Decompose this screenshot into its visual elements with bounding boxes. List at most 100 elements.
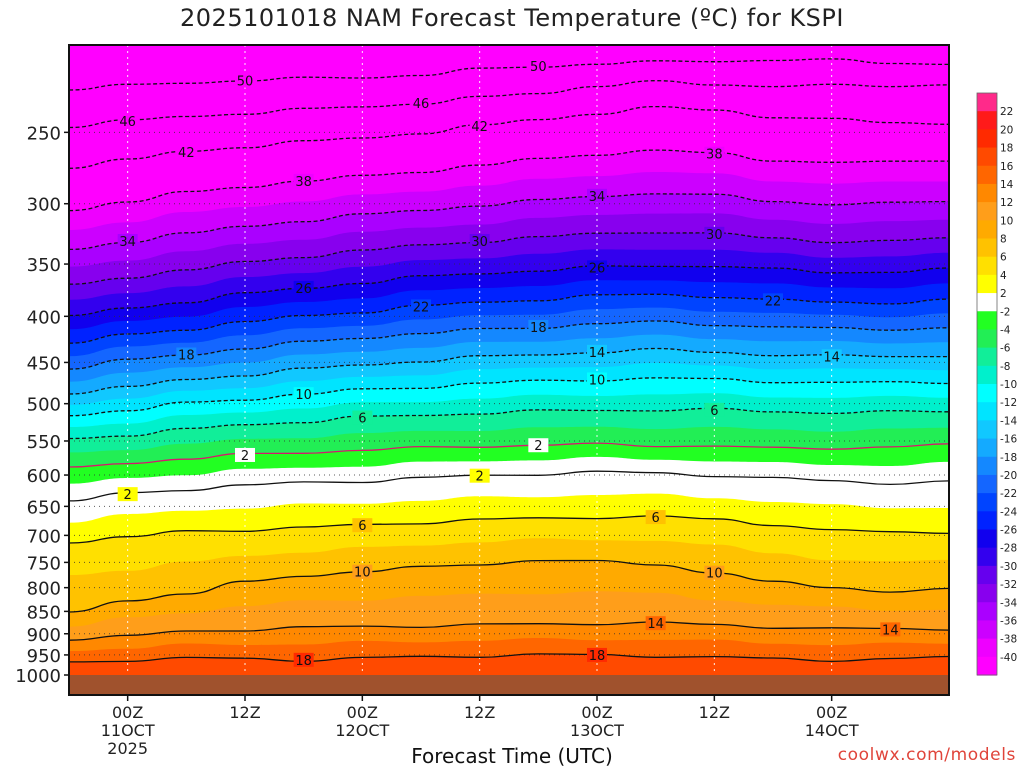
contour-label: 2 (241, 449, 249, 464)
colorbar-label: -6 (1000, 343, 1011, 355)
colorbar-label: 2 (1000, 288, 1007, 300)
contour-label: 10 (589, 373, 606, 388)
isotherm--10 (69, 377, 949, 417)
contour-label: 50 (530, 60, 547, 75)
colorbar-swatch (977, 547, 997, 567)
colorbar-swatch (977, 238, 997, 258)
contour-label: 6 (652, 511, 660, 526)
colorbar-swatch (977, 602, 997, 622)
contour-label-bg (117, 487, 138, 502)
contour-label-bg (352, 518, 373, 533)
contour-label-bg (880, 622, 901, 637)
contour-label: 2 (476, 470, 484, 485)
contour-label-bg (293, 173, 314, 188)
contour-label-bg (528, 58, 549, 73)
contour-label: 26 (589, 261, 606, 276)
colorbar-swatch (977, 620, 997, 640)
colorbar-swatch (977, 456, 997, 476)
contour-label-bg (469, 234, 490, 249)
colorbar-swatch (977, 384, 997, 403)
colorbar-label: -36 (1000, 615, 1017, 627)
colorbar-label: 14 (1000, 179, 1014, 191)
colorbar-label: -14 (1000, 415, 1017, 427)
contour-label-bg (235, 447, 255, 462)
colorbar-swatch (977, 329, 997, 349)
contour-label-bg (293, 280, 314, 295)
isotherm--22 (69, 293, 949, 344)
colorbar-swatch (977, 493, 997, 512)
x-tick-label: 00Z (112, 703, 143, 722)
surface-ground (69, 675, 949, 695)
isotherm-18 (69, 653, 949, 663)
isotherm--30 (69, 232, 949, 285)
colorbar-label: 10 (1000, 215, 1013, 227)
contour-label: 34 (589, 190, 606, 205)
colorbar-swatch (977, 129, 997, 149)
contour-label: 46 (413, 97, 430, 112)
isotherm--2 (69, 442, 949, 468)
colorbar-label: -40 (1000, 652, 1017, 664)
contour-label: 42 (178, 146, 195, 161)
colorbar-swatch (977, 565, 997, 585)
contour-label-bg (411, 299, 431, 314)
colorbar-swatch (977, 93, 997, 112)
contour-label-bg (176, 145, 197, 160)
isotherm--42 (69, 105, 949, 169)
contour-label-bg (528, 438, 549, 453)
colorbar-swatch (977, 220, 997, 240)
contour-label: 18 (295, 654, 312, 669)
isotherm-contours (69, 58, 949, 663)
contour-label: 42 (471, 120, 488, 135)
colorbar-label: 18 (1000, 143, 1013, 155)
isotherm--6 (69, 407, 949, 440)
isotherm--26 (69, 265, 949, 317)
contour-label: 6 (710, 404, 718, 419)
y-tick-label: 500 (27, 395, 61, 416)
colorbar-label: -30 (1000, 561, 1017, 573)
contour-label-bg (411, 96, 431, 111)
contour-label: 6 (358, 519, 366, 534)
contour-label: 30 (706, 228, 723, 243)
contour-label: 26 (295, 282, 312, 297)
colorbar-swatch (977, 256, 997, 276)
isotherm--38 (69, 149, 949, 212)
isotherm--18 (69, 320, 949, 370)
contour-label: 10 (354, 566, 371, 581)
y-tick-label: 450 (27, 353, 61, 374)
y-axis: 2503003504004505005506006507007508008509… (15, 123, 69, 687)
contour-label-bg (528, 319, 549, 334)
contour-label-bg (704, 146, 725, 161)
contour-label-bg (176, 347, 197, 362)
isotherm--34 (69, 193, 949, 251)
y-tick-label: 850 (27, 602, 61, 623)
colorbar-label: -12 (1000, 397, 1017, 409)
colorbar-swatch (977, 529, 997, 549)
y-tick-label: 950 (27, 646, 61, 667)
x-tick-label: 2025 (107, 739, 148, 758)
colorbar-swatch (977, 183, 997, 203)
contour-label: 14 (647, 617, 664, 632)
isotherm-14 (69, 621, 949, 641)
contour-label-bg (293, 652, 314, 667)
y-tick-label: 1000 (15, 666, 61, 687)
contour-label-bg (587, 647, 607, 662)
contour-label-bg (821, 349, 842, 364)
isotherm-10 (69, 559, 949, 613)
contour-label-bg (704, 565, 725, 580)
x-tick-label: 00Z (581, 703, 612, 722)
colorbar-label: 20 (1000, 124, 1013, 136)
source-credit: coolwx.com/models (837, 745, 1016, 765)
colorbar-label: 12 (1000, 197, 1013, 209)
contour-label-bg (704, 226, 725, 241)
colorbar-swatch (977, 511, 997, 531)
colorbar-label: 8 (1000, 234, 1007, 246)
x-tick-label: 11OCT (101, 721, 155, 740)
colorbar-swatch (977, 365, 997, 385)
contour-label-bg (352, 564, 373, 579)
colorbar-swatch (977, 420, 997, 440)
x-tick-label: 12Z (464, 703, 495, 722)
x-tick-label: 13OCT (570, 721, 624, 740)
chart-title: 2025101018 NAM Forecast Temperature (ºC)… (180, 4, 844, 32)
x-axis-title: Forecast Time (UTC) (411, 744, 613, 768)
